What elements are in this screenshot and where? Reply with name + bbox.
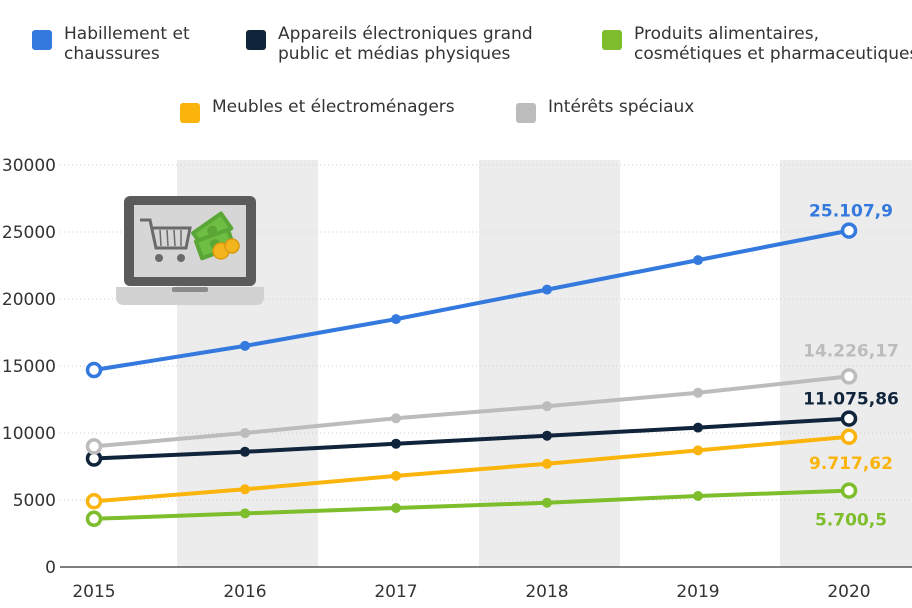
data-point xyxy=(240,428,250,438)
data-point xyxy=(840,482,858,499)
x-tick-label: 2017 xyxy=(374,582,417,602)
y-tick-label: 25000 xyxy=(2,223,56,243)
data-point xyxy=(240,508,250,519)
x-axis-ticks: 2015 2016 2017 2018 2019 2020 xyxy=(72,582,870,602)
y-tick-label: 30000 xyxy=(2,156,56,176)
data-point xyxy=(85,361,103,379)
x-tick-label: 2016 xyxy=(223,582,266,602)
legend-item-meubles[interactable]: Meubles et électroménagers xyxy=(180,97,455,123)
y-tick-label: 0 xyxy=(45,558,56,578)
legend-swatch-interets xyxy=(516,103,536,123)
y-tick-label: 15000 xyxy=(2,357,56,377)
legend-label-appareils: Appareils électroniques grand public et m… xyxy=(278,24,533,64)
series-points xyxy=(85,222,858,528)
data-point xyxy=(693,422,703,433)
data-point xyxy=(391,503,401,513)
end-value-label: 9.717,62 xyxy=(809,454,893,474)
series-line xyxy=(93,228,850,372)
data-point xyxy=(542,430,552,441)
data-point xyxy=(840,222,858,239)
data-point xyxy=(391,438,401,449)
end-value-label: 14.226,17 xyxy=(803,341,899,361)
legend-label-habillement: Habillement et chaussures xyxy=(64,24,190,64)
legend-item-appareils[interactable]: Appareils électroniques grand public et m… xyxy=(246,24,533,64)
y-tick-label: 5000 xyxy=(13,491,56,511)
data-point xyxy=(542,497,552,508)
data-point xyxy=(542,284,552,295)
legend-item-interets[interactable]: Intérêts spéciaux xyxy=(516,97,694,123)
laptop-shopping-icon xyxy=(116,196,264,305)
data-point xyxy=(240,340,250,351)
end-value-label: 11.075,86 xyxy=(803,390,899,410)
data-point xyxy=(85,510,103,528)
data-point xyxy=(840,428,858,446)
data-point xyxy=(693,445,703,456)
series-line xyxy=(93,434,850,504)
data-point xyxy=(542,458,552,469)
legend-swatch-appareils xyxy=(246,30,266,50)
series-lines xyxy=(93,228,850,521)
data-point xyxy=(840,368,858,385)
legend-label-produits: Produits alimentaires, cosmétiques et pha… xyxy=(634,24,912,64)
data-point xyxy=(693,387,703,398)
data-point xyxy=(240,484,250,495)
data-point xyxy=(240,446,250,457)
data-point xyxy=(693,255,703,266)
data-point xyxy=(840,410,858,427)
series-line xyxy=(93,488,850,521)
x-tick-label: 2020 xyxy=(827,582,870,602)
end-value-label: 5.700,5 xyxy=(815,511,887,531)
legend-label-meubles: Meubles et électroménagers xyxy=(212,97,455,117)
legend-swatch-habillement xyxy=(32,30,52,50)
data-point xyxy=(693,491,703,501)
legend-swatch-produits xyxy=(602,30,622,50)
data-point xyxy=(391,470,401,481)
legend-item-habillement[interactable]: Habillement et chaussures xyxy=(32,24,190,64)
x-tick-label: 2019 xyxy=(676,582,719,602)
x-tick-label: 2018 xyxy=(525,582,568,602)
data-point xyxy=(391,314,401,325)
legend-label-interets: Intérêts spéciaux xyxy=(548,97,695,117)
series-line xyxy=(93,374,850,449)
end-value-label: 25.107,9 xyxy=(809,202,893,222)
data-point xyxy=(391,413,401,424)
chart-legend: Habillement et chaussures Appareils élect… xyxy=(0,0,912,140)
series-line xyxy=(93,416,850,461)
y-axis-ticks: 30000 25000 20000 15000 10000 5000 0 xyxy=(2,156,56,578)
end-value-labels: 25.107,9 11.075,86 5.700,5 9.717,62 14.226,1… xyxy=(803,202,899,531)
x-tick-label: 2015 xyxy=(72,582,115,602)
legend-item-produits[interactable]: Produits alimentaires, cosmétiques et pha… xyxy=(602,24,912,64)
legend-swatch-meubles xyxy=(180,103,200,123)
y-tick-label: 20000 xyxy=(2,290,56,310)
data-point xyxy=(85,438,103,455)
data-point xyxy=(542,401,552,412)
y-tick-label: 10000 xyxy=(2,424,56,444)
data-point xyxy=(85,493,103,510)
